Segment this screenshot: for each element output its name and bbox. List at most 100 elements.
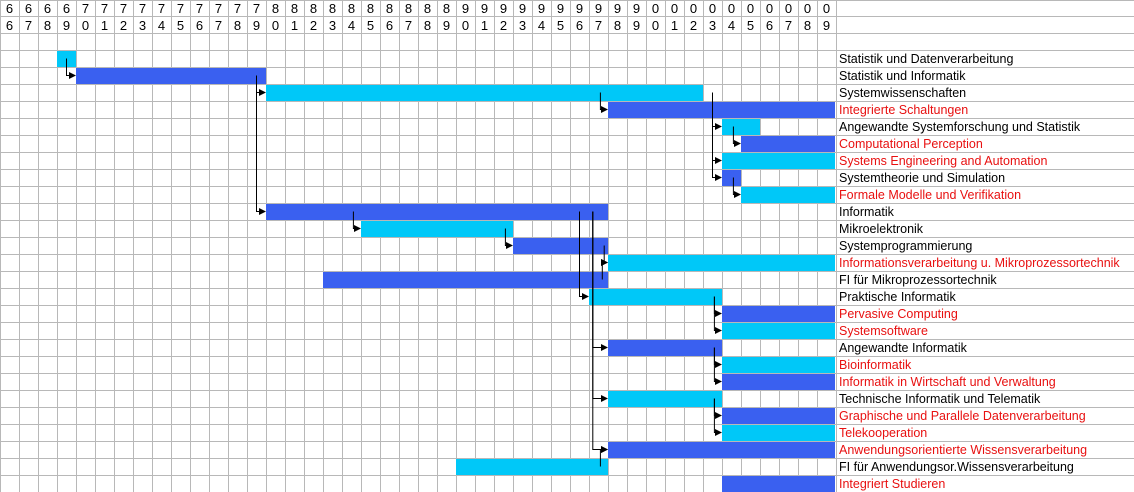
task-bar [722, 408, 835, 424]
task-bar [608, 340, 722, 356]
task-labels: Statistik und Datenverarbeitung Statistik… [839, 52, 1120, 491]
task-bar [722, 323, 835, 339]
task-bar [456, 459, 608, 475]
tick-label-tens: 7 [177, 1, 184, 16]
tick-label-units: 8 [424, 18, 431, 33]
tick-label-units: 9 [253, 18, 260, 33]
tick-label-units: 2 [120, 18, 127, 33]
task-label: Angewandte Systemforschung und Statistik [839, 120, 1081, 134]
tick-label-units: 2 [690, 18, 697, 33]
task-label: Mikroelektronik [839, 222, 924, 236]
task-label: Integrierte Schaltungen [839, 103, 968, 117]
task-label: Graphische und Parallele Datenverarbeitu… [839, 409, 1086, 423]
dependency-arrow [256, 75, 266, 215]
year-tick-labels: 6667686970717273747576777879808182838485… [6, 1, 830, 33]
tick-label-units: 4 [158, 18, 165, 33]
tick-label-tens: 9 [614, 1, 621, 16]
task-bar [266, 85, 703, 101]
task-label: FI für Anwendungsor.Wissensverarbeitung [839, 460, 1074, 474]
tick-label-units: 5 [177, 18, 184, 33]
tick-label-units: 3 [709, 18, 716, 33]
tick-label-units: 9 [63, 18, 70, 33]
task-bar [722, 119, 760, 135]
tick-label-tens: 7 [158, 1, 165, 16]
tick-label-tens: 8 [405, 1, 412, 16]
tick-label-tens: 8 [386, 1, 393, 16]
tick-label-tens: 9 [500, 1, 507, 16]
tick-label-tens: 6 [6, 1, 13, 16]
tick-label-tens: 8 [424, 1, 431, 16]
task-bar [722, 153, 835, 169]
task-bar [722, 374, 835, 390]
task-label: Telekooperation [839, 426, 927, 440]
tick-label-tens: 0 [747, 1, 754, 16]
tick-label-tens: 7 [101, 1, 108, 16]
tick-label-units: 5 [557, 18, 564, 33]
dependency-arrow [66, 58, 76, 79]
task-label: Informatik in Wirtschaft und Verwaltung [839, 375, 1056, 389]
tick-label-units: 0 [272, 18, 279, 33]
task-label: Anwendungsorientierte Wissensverarbeitun… [839, 443, 1087, 457]
task-bar [76, 68, 266, 84]
tick-label-tens: 6 [25, 1, 32, 16]
dependency-arrow [713, 398, 722, 436]
tick-label-units: 2 [500, 18, 507, 33]
task-label: FI für Mikroprozessortechnik [839, 273, 997, 287]
tick-label-tens: 8 [272, 1, 279, 16]
task-label: Computational Perception [839, 137, 983, 151]
tick-label-units: 1 [481, 18, 488, 33]
task-label: Systemtheorie und Simulation [839, 171, 1005, 185]
tick-label-tens: 7 [82, 1, 89, 16]
tick-label-units: 1 [291, 18, 298, 33]
tick-label-tens: 7 [196, 1, 203, 16]
task-bar [608, 255, 835, 271]
tick-label-units: 6 [196, 18, 203, 33]
tick-label-tens: 8 [443, 1, 450, 16]
tick-label-tens: 0 [766, 1, 773, 16]
tick-label-tens: 0 [652, 1, 659, 16]
task-label: Systemprogrammierung [839, 239, 972, 253]
tick-label-tens: 0 [804, 1, 811, 16]
tick-label-tens: 0 [709, 1, 716, 16]
tick-label-tens: 0 [728, 1, 735, 16]
tick-label-units: 8 [804, 18, 811, 33]
tick-label-units: 7 [595, 18, 602, 33]
tick-label-units: 2 [310, 18, 317, 33]
tick-label-units: 3 [519, 18, 526, 33]
tick-label-tens: 8 [367, 1, 374, 16]
task-label: Bioinformatik [839, 358, 912, 372]
task-label: Informatik [839, 205, 895, 219]
task-label: Formale Modelle und Verifikation [839, 188, 1021, 202]
tick-label-units: 6 [386, 18, 393, 33]
tick-label-units: 7 [405, 18, 412, 33]
tick-label-units: 6 [6, 18, 13, 33]
tick-label-tens: 7 [120, 1, 127, 16]
task-bar [608, 391, 722, 407]
dependency-arrow [352, 211, 361, 232]
task-bar [513, 238, 608, 254]
tick-label-tens: 9 [538, 1, 545, 16]
tick-label-tens: 9 [633, 1, 640, 16]
task-label: Systems Engineering and Automation [839, 154, 1048, 168]
task-bar [741, 136, 835, 152]
tick-label-tens: 0 [671, 1, 678, 16]
dependency-arrow [713, 347, 722, 385]
tick-label-units: 7 [785, 18, 792, 33]
task-label: Integriert Studieren [839, 477, 945, 491]
task-bar [608, 442, 835, 458]
tick-label-units: 9 [823, 18, 830, 33]
task-bar [722, 306, 835, 322]
task-label: Statistik und Datenverarbeitung [839, 52, 1013, 66]
task-label: Statistik und Informatik [839, 69, 966, 83]
tick-label-tens: 7 [139, 1, 146, 16]
task-bar [722, 476, 835, 492]
tick-label-units: 9 [443, 18, 450, 33]
tick-label-units: 6 [576, 18, 583, 33]
tick-label-tens: 8 [348, 1, 355, 16]
task-label: Systemsoftware [839, 324, 928, 338]
dependency-arrow [579, 211, 589, 300]
tick-label-tens: 9 [557, 1, 564, 16]
task-bar [722, 357, 835, 373]
tick-label-units: 1 [671, 18, 678, 33]
